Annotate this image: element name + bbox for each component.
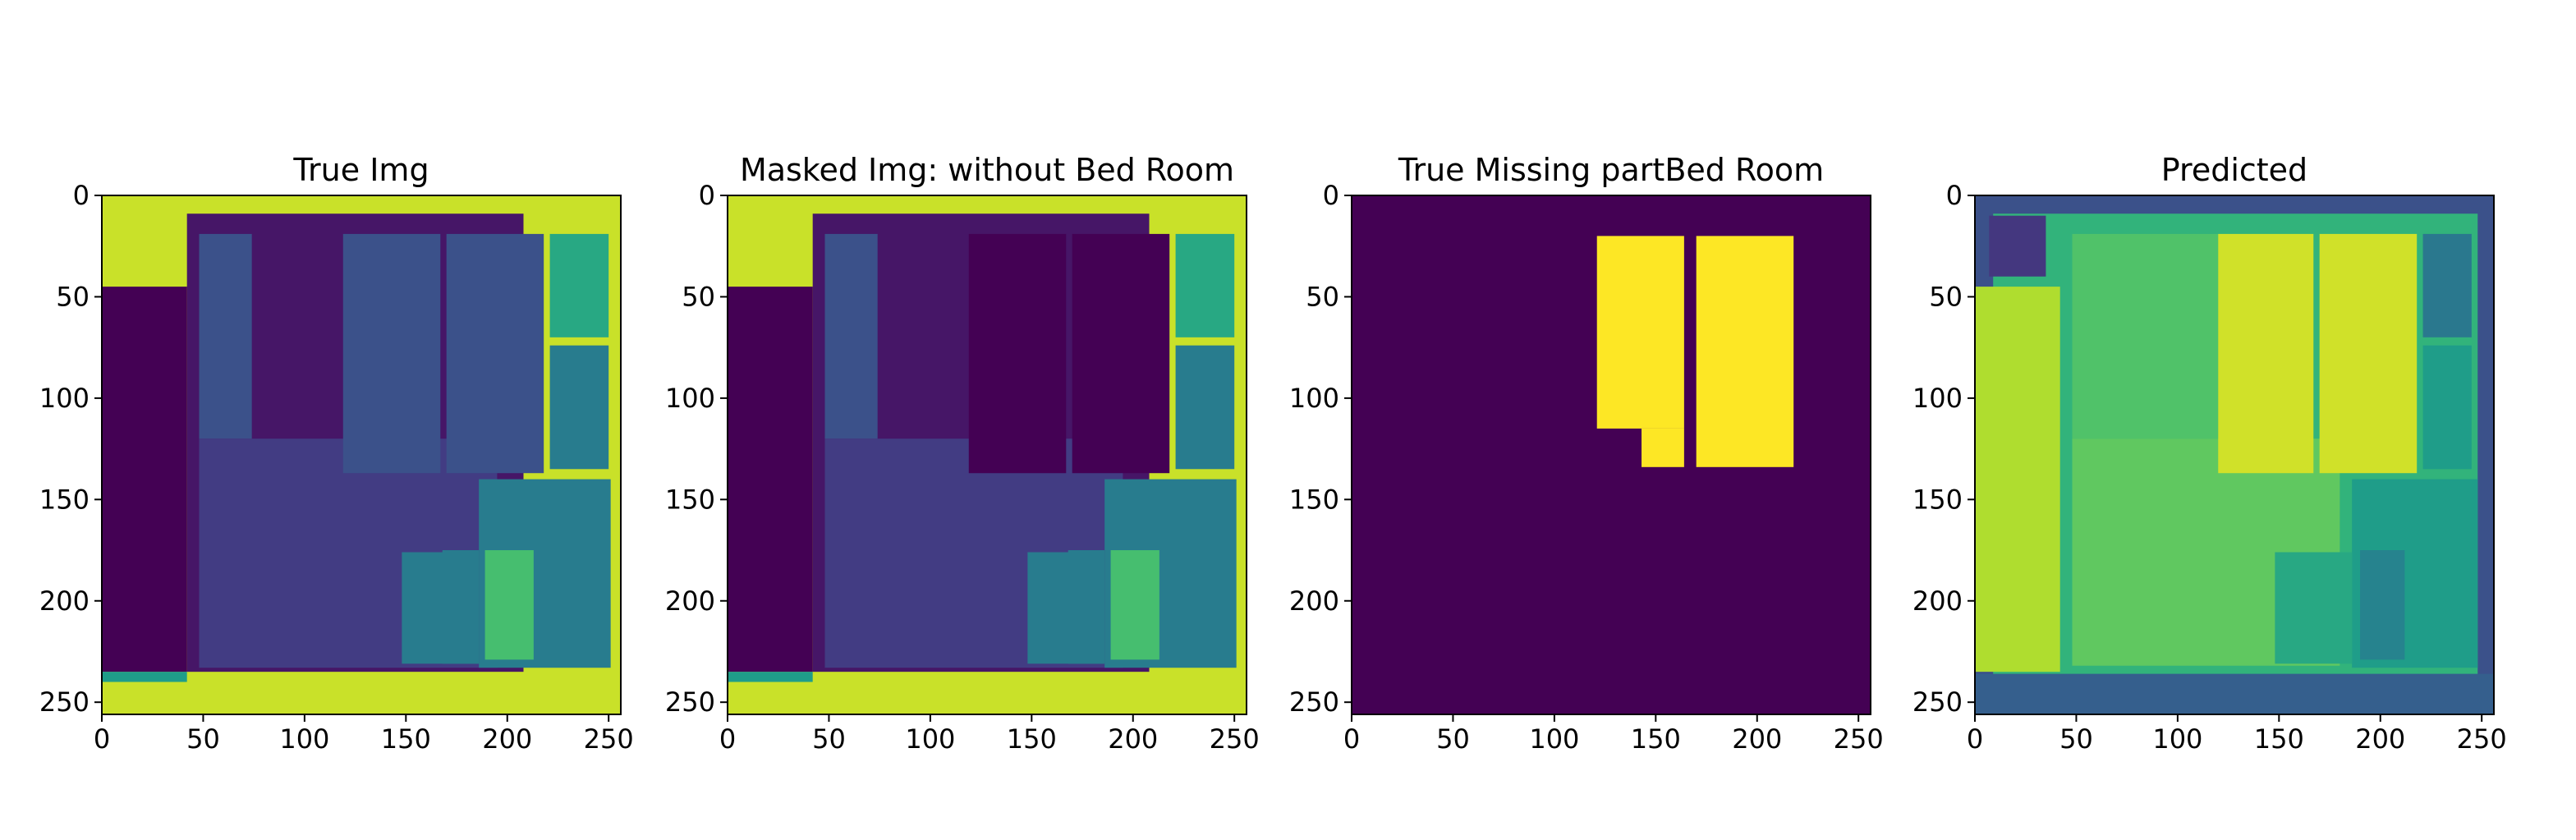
x-tick-label: 250 [1834,723,1884,755]
panel-title: True Missing partBed Room [1398,152,1824,188]
y-tick-label: 0 [699,180,715,211]
axes-frame [101,195,622,715]
heatmap-cell-12 [1110,550,1159,660]
heatmap-cell-7 [1072,233,1170,474]
heatmap-cell-8 [1175,233,1235,337]
x-tick-label: 150 [1007,723,1057,755]
heatmap-image [1352,195,1871,714]
x-tick-label: 100 [905,723,955,755]
heatmap-cell-9 [549,345,609,470]
heatmap-cell-4 [199,233,252,439]
heatmap-cell-12 [484,550,534,660]
x-tick-label: 0 [1967,723,1983,755]
x-tick-label: 200 [1108,723,1158,755]
x-tick-label: 200 [1732,723,1782,755]
heatmap-cell-4 [824,233,878,439]
y-tick-label: 0 [73,180,90,211]
heatmap-image [728,195,1247,714]
heatmap-cell-3 [102,672,187,682]
x-tick-label: 0 [1343,723,1360,755]
heatmap-cell-6 [968,233,1067,474]
heatmap-cell-9 [1175,345,1235,470]
axes-frame [727,195,1247,715]
heatmap-cell-2 [1975,287,2060,672]
y-tick-label: 250 [1912,686,1963,718]
heatmap-cell-8 [2422,233,2472,337]
heatmap-cell-1 [1596,236,1684,429]
y-tick-label: 250 [39,686,90,718]
heatmap-cell-13 [442,550,480,664]
y-tick-label: 100 [39,383,90,414]
heatmap-cell-7 [2319,233,2418,474]
heatmap-cell-2 [102,287,187,672]
x-tick-label: 250 [584,723,634,755]
x-tick-label: 100 [2152,723,2202,755]
x-tick-label: 250 [2457,723,2507,755]
x-tick-label: 250 [1210,723,1260,755]
y-tick-label: 100 [665,383,715,414]
y-tick-label: 150 [39,484,90,515]
panel-2: Masked Img: without Bed Room 0 50 100 150 200… [665,152,1260,755]
heatmap-cell-3 [1696,236,1794,467]
heatmap-cell-11 [2275,552,2353,664]
panel-title: Predicted [2161,152,2307,188]
y-tick-label: 250 [1289,686,1339,718]
x-tick-label: 50 [812,723,846,755]
heatmap-cell-7 [446,233,544,474]
panel-3: True Missing partBed Room 0 50 100 150 200 250… [1289,152,1884,755]
y-tick-label: 200 [665,585,715,617]
heatmap-cell-13 [1068,550,1105,664]
y-tick-label: 50 [1929,281,1963,312]
x-tick-label: 0 [94,723,110,755]
x-tick-label: 50 [186,723,220,755]
heatmap-cell-13 [1975,673,2494,714]
heatmap-cell-3 [728,672,813,682]
heatmap-cell-2 [728,287,813,672]
heatmap-cell-2 [1642,428,1684,467]
x-tick-label: 100 [279,723,329,755]
heatmap-cell-12 [2360,550,2405,660]
heatmap-cell-3 [1989,215,2046,277]
heatmap-cell-8 [549,233,609,337]
x-tick-label: 150 [2254,723,2304,755]
heatmap-cell-6 [2218,233,2314,474]
heatmap-image [1975,195,2494,714]
axes-frame [1351,195,1871,715]
y-tick-label: 200 [39,585,90,617]
x-tick-label: 0 [719,723,736,755]
y-tick-label: 150 [1289,484,1339,515]
x-tick-label: 50 [2059,723,2093,755]
y-tick-label: 50 [682,281,715,312]
x-tick-label: 150 [1631,723,1681,755]
y-tick-label: 100 [1912,383,1963,414]
axes-frame [1974,195,2495,715]
y-tick-label: 150 [665,484,715,515]
heatmap-cell-6 [342,233,441,474]
x-tick-label: 200 [482,723,532,755]
y-tick-label: 50 [56,281,90,312]
y-tick-label: 200 [1289,585,1339,617]
panel-title: Masked Img: without Bed Room [740,152,1234,188]
y-tick-label: 250 [665,686,715,718]
x-tick-label: 200 [2355,723,2405,755]
panel-title: True Img [292,152,429,188]
y-tick-label: 50 [1306,281,1339,312]
heatmap-cell-9 [2422,345,2472,470]
y-tick-label: 0 [1946,180,1963,211]
x-tick-label: 50 [1436,723,1470,755]
y-tick-label: 200 [1912,585,1963,617]
y-tick-label: 100 [1289,383,1339,414]
x-tick-label: 150 [381,723,431,755]
heatmap-image [102,195,621,714]
heatmap-cell-4 [2072,233,2219,439]
y-tick-label: 0 [1323,180,1339,211]
x-tick-label: 100 [1529,723,1579,755]
y-tick-label: 150 [1912,484,1963,515]
